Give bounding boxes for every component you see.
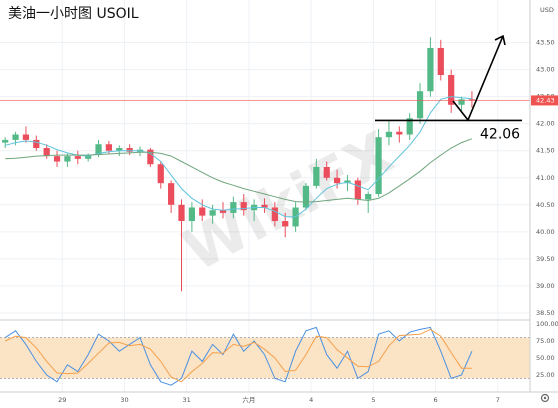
x-tick-label: 30 bbox=[120, 396, 128, 404]
candle-body bbox=[53, 156, 61, 162]
candle-body bbox=[437, 47, 444, 76]
arrow-head bbox=[494, 34, 506, 46]
chart-title: 美油一小时图 USOIL bbox=[8, 6, 139, 22]
x-tick-label: 7 bbox=[496, 396, 500, 404]
x-tick-label: 6 bbox=[434, 396, 438, 404]
y-tick-label: 100.00 bbox=[536, 320, 558, 328]
x-tick-label: 29 bbox=[58, 396, 66, 404]
candle-body bbox=[43, 148, 50, 157]
y-tick-label: 43.00 bbox=[536, 66, 555, 74]
y-tick-label: 43.50 bbox=[536, 39, 555, 47]
candle-body bbox=[354, 180, 361, 200]
candle-body bbox=[365, 193, 372, 200]
currency-label: USD bbox=[540, 6, 554, 14]
settings-icon[interactable] bbox=[540, 393, 550, 403]
y-tick-label: 75.00 bbox=[536, 337, 555, 345]
candle-body bbox=[333, 177, 341, 184]
y-tick-label: 40.50 bbox=[536, 201, 555, 209]
candle-body bbox=[406, 118, 413, 135]
y-tick-label: 41.50 bbox=[536, 147, 555, 155]
x-tick-label: 4 bbox=[309, 396, 313, 404]
y-tick-label: 38.50 bbox=[536, 309, 555, 317]
arrow-path bbox=[452, 35, 504, 122]
candle-body bbox=[313, 166, 320, 186]
y-tick-label: 39.50 bbox=[536, 255, 555, 263]
candle-body bbox=[147, 149, 154, 165]
candle-body bbox=[375, 137, 382, 194]
candle-body bbox=[458, 99, 465, 105]
candle-body bbox=[157, 164, 164, 184]
candle-body bbox=[282, 221, 289, 227]
candle-body bbox=[416, 91, 424, 119]
y-tick-label: 41.00 bbox=[536, 174, 555, 182]
candle-body bbox=[22, 134, 30, 140]
last-price-label: 42.43 bbox=[536, 96, 555, 104]
candle-body bbox=[95, 144, 102, 156]
stoch-line bbox=[4, 328, 472, 383]
moving-average bbox=[5, 138, 473, 203]
candle-body bbox=[230, 202, 237, 213]
candle-body bbox=[385, 131, 393, 138]
annotation-arrow bbox=[452, 34, 506, 122]
candle-body bbox=[240, 202, 247, 211]
candle-body bbox=[64, 156, 71, 162]
candle-body bbox=[126, 148, 133, 152]
candle-body bbox=[12, 134, 19, 140]
candle-body bbox=[116, 148, 123, 151]
stoch-line bbox=[4, 326, 473, 386]
y-tick-label: 40.00 bbox=[536, 228, 555, 236]
stoch-band bbox=[0, 337, 530, 379]
x-tick-label: 31 bbox=[183, 396, 191, 404]
candle-body bbox=[323, 166, 330, 178]
candle-body bbox=[168, 183, 175, 205]
candle-body bbox=[209, 210, 216, 216]
support-label: 42.06 bbox=[480, 126, 520, 142]
candle-body bbox=[74, 156, 81, 159]
candle-body bbox=[396, 131, 403, 135]
candle-body bbox=[199, 207, 206, 216]
candle-body bbox=[448, 75, 455, 105]
y-tick-label: 39.00 bbox=[536, 282, 555, 290]
y-tick-label: 25.00 bbox=[536, 371, 555, 379]
candle-body bbox=[105, 144, 113, 151]
candle-body bbox=[178, 204, 185, 222]
y-tick-label: 50.00 bbox=[536, 354, 555, 362]
candle-body bbox=[468, 99, 476, 101]
candle-body bbox=[188, 207, 195, 222]
y-tick-label: 42.00 bbox=[536, 120, 555, 128]
candle-body bbox=[302, 185, 310, 208]
candle-body bbox=[219, 210, 227, 213]
candle-body bbox=[261, 204, 268, 208]
candle-body bbox=[427, 47, 434, 92]
candle-body bbox=[271, 207, 278, 222]
x-tick-label: 六月 bbox=[242, 395, 255, 404]
candle-body bbox=[85, 155, 92, 159]
candle-body bbox=[33, 139, 40, 149]
x-tick-label: 5 bbox=[371, 396, 375, 404]
last-price-box bbox=[531, 95, 558, 106]
candle-body bbox=[2, 139, 9, 143]
